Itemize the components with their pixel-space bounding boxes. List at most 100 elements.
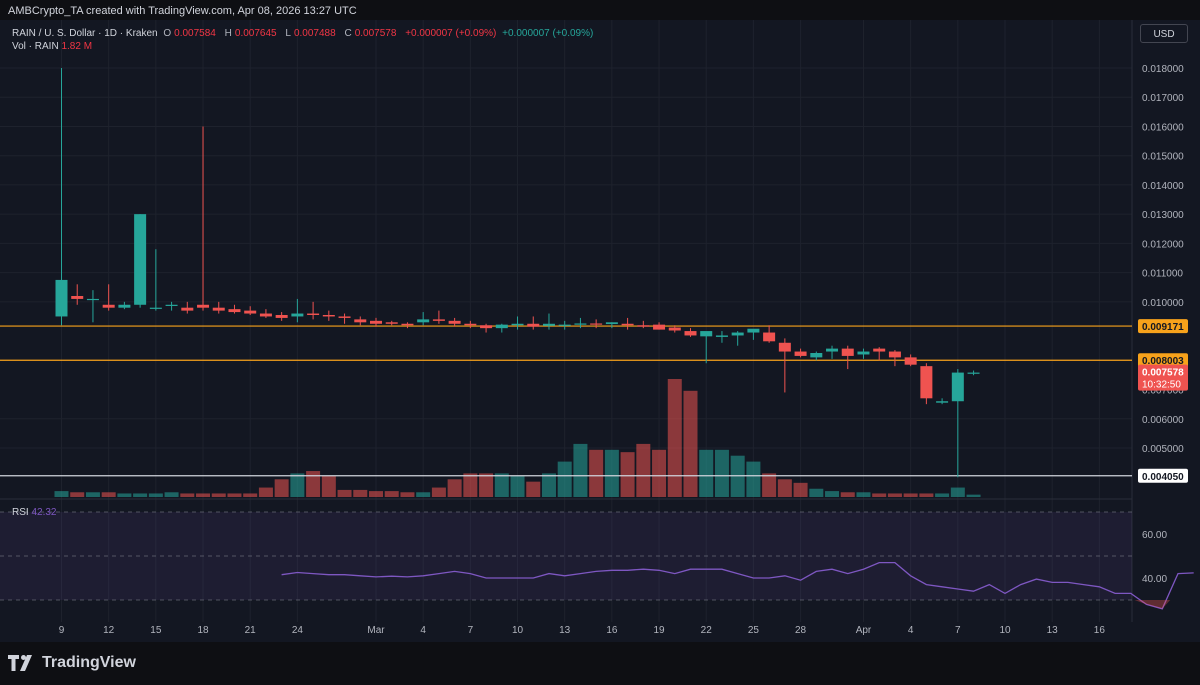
candle bbox=[778, 338, 791, 393]
time-axis-label: 19 bbox=[653, 625, 665, 636]
rsi-axis-label: 40.00 bbox=[1142, 574, 1167, 585]
candle-body bbox=[684, 331, 697, 336]
price-tag-level2: 0.008003 bbox=[1142, 356, 1184, 367]
candle bbox=[401, 322, 414, 329]
volume-bar bbox=[243, 493, 258, 497]
volume-bars bbox=[54, 379, 981, 497]
candle-body bbox=[810, 353, 823, 358]
candle bbox=[464, 320, 477, 329]
candle bbox=[432, 310, 445, 324]
price-axis-label: 0.013000 bbox=[1142, 210, 1184, 221]
candle-body bbox=[841, 348, 854, 356]
price-axis-label: 0.015000 bbox=[1142, 152, 1184, 163]
price-tag-level1-bg bbox=[1138, 319, 1188, 334]
candle bbox=[542, 313, 555, 330]
volume-bar bbox=[337, 489, 352, 497]
candle bbox=[86, 290, 99, 323]
rsi-pane bbox=[0, 511, 1194, 610]
volume-bar bbox=[258, 487, 273, 497]
volume-bar bbox=[966, 494, 981, 497]
price-axis-label: 0.014000 bbox=[1142, 181, 1184, 192]
volume-legend[interactable]: Vol · RAIN 1.82 M bbox=[12, 41, 92, 52]
currency-button[interactable]: USD bbox=[1140, 24, 1188, 43]
candle-body bbox=[212, 307, 225, 311]
open-value: 0.007584 bbox=[174, 28, 216, 39]
candle bbox=[165, 301, 178, 311]
change-value: +0.000007 (+0.09%) bbox=[405, 28, 497, 39]
volume-bar bbox=[620, 452, 635, 497]
volume-bar bbox=[636, 443, 651, 497]
candle bbox=[763, 325, 776, 343]
symbol-legend[interactable]: RAIN / U. S. Dollar · 1D · Kraken O 0.007… bbox=[12, 28, 596, 39]
candle-body bbox=[621, 323, 634, 326]
price-axis-label: 0.018000 bbox=[1142, 64, 1184, 75]
time-axis-label: 15 bbox=[150, 625, 162, 636]
candle-body bbox=[904, 357, 917, 365]
price-tag-support-bg bbox=[1138, 468, 1188, 483]
candle bbox=[700, 331, 713, 364]
candle-body bbox=[747, 328, 760, 333]
low-label: L bbox=[285, 28, 291, 39]
candle-body bbox=[495, 324, 508, 329]
candle bbox=[653, 322, 666, 330]
candle-body bbox=[857, 351, 870, 355]
candle-body bbox=[605, 322, 618, 325]
price-tag-current-bg bbox=[1138, 364, 1188, 391]
volume-bar bbox=[164, 492, 179, 497]
symbol-title[interactable]: RAIN / U. S. Dollar · 1D · Kraken bbox=[12, 28, 158, 39]
high-label: H bbox=[224, 28, 232, 39]
price-axis-label: 0.007000 bbox=[1142, 386, 1184, 397]
candle-body bbox=[951, 372, 964, 402]
volume-bar bbox=[604, 449, 619, 497]
volume-bar bbox=[54, 491, 69, 497]
candle bbox=[747, 328, 760, 340]
time-axis-label: 25 bbox=[748, 625, 760, 636]
candle bbox=[71, 284, 84, 305]
volume-bar bbox=[101, 492, 116, 497]
candle-body bbox=[338, 316, 351, 318]
candle bbox=[307, 301, 320, 320]
candle-body bbox=[354, 319, 367, 323]
volume-bar bbox=[416, 492, 431, 497]
candle-body bbox=[86, 298, 99, 301]
time-axis-label: 24 bbox=[292, 625, 304, 636]
candle bbox=[637, 320, 650, 329]
candle-body bbox=[511, 323, 524, 326]
candle-body bbox=[464, 323, 477, 326]
price-axis-label: 0.011000 bbox=[1142, 269, 1183, 280]
high-value: 0.007645 bbox=[234, 28, 277, 39]
candle bbox=[527, 316, 540, 330]
candle bbox=[480, 323, 493, 333]
price-axis-label: 0.012000 bbox=[1142, 239, 1184, 250]
volume-bar bbox=[793, 482, 808, 497]
volume-bar bbox=[589, 449, 604, 497]
candle-body bbox=[259, 313, 272, 317]
candle-body bbox=[778, 342, 791, 352]
candle-body bbox=[715, 335, 728, 337]
volume-bar bbox=[463, 473, 478, 497]
volume-bar bbox=[683, 390, 698, 497]
tradingview-logo[interactable]: TradingView bbox=[8, 654, 136, 672]
volume-bar bbox=[306, 471, 321, 497]
time-axis-label: 9 bbox=[59, 625, 65, 636]
volume-bar bbox=[777, 479, 792, 497]
rsi-legend[interactable]: RSI 42.32 bbox=[12, 507, 56, 518]
candle-body bbox=[763, 332, 776, 342]
time-axis-label: 16 bbox=[606, 625, 618, 636]
chart-canvas[interactable]: 60.00 40.00 0.018000 0.017000 0.016000 0.0150… bbox=[0, 20, 1200, 642]
time-axis-label: 18 bbox=[197, 625, 209, 636]
candle-body bbox=[480, 325, 493, 329]
axes: 60.00 40.00 0.018000 0.017000 0.016000 0.0150… bbox=[59, 64, 1188, 636]
top-strip bbox=[0, 0, 1200, 22]
price-axis-label: 0.010000 bbox=[1142, 298, 1184, 309]
candle-body bbox=[653, 324, 666, 330]
volume-bar bbox=[510, 475, 525, 497]
candle bbox=[511, 316, 524, 330]
time-axis-label: 16 bbox=[1094, 625, 1106, 636]
candle bbox=[810, 351, 823, 361]
candle bbox=[197, 126, 210, 311]
low-value: 0.007488 bbox=[293, 28, 336, 39]
candle bbox=[904, 354, 917, 367]
volume-bar bbox=[353, 489, 368, 497]
volume-bar bbox=[573, 443, 588, 497]
